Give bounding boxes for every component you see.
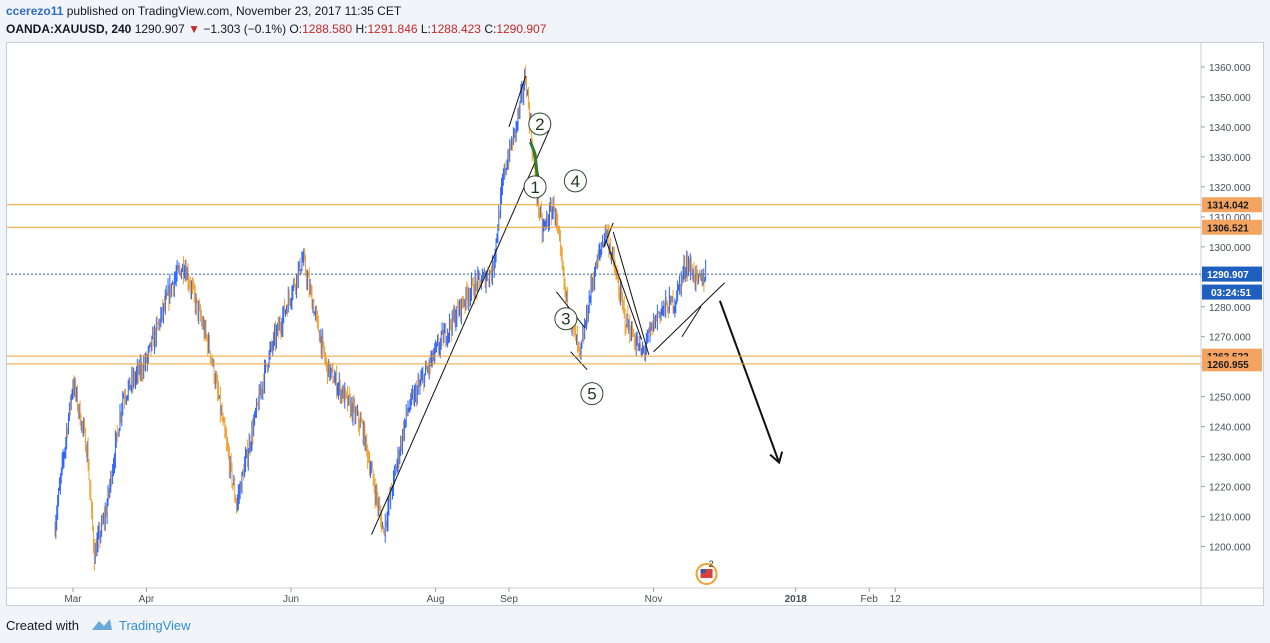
projection-arrow-head [769, 451, 784, 465]
level-tag-box [1202, 219, 1262, 235]
x-tick-label: 12 [890, 594, 902, 605]
price-change: −1.303 (−0.1%) [203, 22, 287, 36]
high-value: 1291.846 [367, 22, 418, 36]
y-tick-label: 1310.000 [1209, 213, 1251, 224]
trend-line [681, 306, 702, 337]
level-tag-text: 1306.521 [1207, 223, 1249, 234]
author-link[interactable]: ccerezo11 [6, 4, 64, 18]
wave-label: 3 [554, 307, 578, 331]
y-tick-label: 1360.000 [1209, 63, 1251, 74]
footer: Created with TradingView [6, 617, 191, 634]
trend-line [371, 129, 550, 535]
x-tick-label: Mar [64, 594, 82, 605]
x-tick-label: Feb [861, 594, 879, 605]
open-label: O: [289, 22, 303, 36]
x-tick-label: Sep [500, 594, 518, 605]
wave-label-text: 3 [561, 310, 570, 329]
trend-line [605, 240, 643, 340]
low-label: L: [420, 22, 431, 36]
event-badge-count: 2 [709, 559, 714, 569]
x-tick-label: 2018 [785, 594, 808, 605]
publish-info: ccerezo11 published on TradingView.com, … [6, 4, 401, 18]
y-tick-label: 1340.000 [1209, 123, 1251, 134]
y-tick-label: 1300.000 [1209, 243, 1251, 254]
x-tick-label: Nov [645, 594, 663, 605]
wave-label-circle [563, 169, 587, 193]
y-tick-label: 1210.000 [1209, 513, 1251, 524]
wave-label: 5 [580, 382, 604, 406]
event-badge-flag [700, 569, 713, 578]
high-label: H: [355, 22, 368, 36]
wave-label-text: 4 [571, 172, 580, 191]
x-tick-label: Apr [139, 594, 155, 605]
wave-label-circle [554, 307, 578, 331]
countdown-text: 03:24:51 [1211, 288, 1251, 299]
y-tick-label: 1200.000 [1209, 543, 1251, 554]
y-tick-label: 1240.000 [1209, 423, 1251, 434]
close-value: 1290.907 [496, 22, 547, 36]
wave-label-text: 1 [530, 178, 539, 197]
wave-label-circle [580, 382, 604, 406]
level-price-tag: 1314.042 [1202, 197, 1262, 213]
trend-line [570, 351, 588, 371]
x-tick-label: Aug [427, 594, 445, 605]
event-badge-flag-canton [700, 569, 706, 573]
trend-line [653, 282, 725, 353]
published-text: published on TradingView.com, November 2… [66, 4, 402, 18]
level-tag-text: 1260.955 [1207, 360, 1249, 371]
tradingview-cloud-icon [89, 617, 113, 634]
countdown-box [1202, 284, 1262, 300]
trend-line [508, 75, 527, 128]
last-price: 1290.907 [134, 22, 185, 36]
low-value: 1288.423 [430, 22, 481, 36]
level-tag-text: 1290.907 [1207, 270, 1249, 281]
symbol-name: OANDA:XAUUSD, 240 [6, 22, 132, 36]
open-value: 1288.580 [302, 22, 353, 36]
level-tag-text: 1314.042 [1207, 201, 1249, 212]
price-chart[interactable]: 1200.000 1210.000 1220.000 1230.000 1240.000… [7, 43, 1263, 605]
wave-label: 4 [563, 169, 587, 193]
tradingview-brand-link[interactable]: TradingView [118, 618, 191, 633]
down-arrow-icon: ▼ [188, 22, 200, 36]
level-tag-box [1202, 197, 1262, 213]
wave-label-circle [528, 112, 552, 136]
current-price-tag: 1290.907 03:24:51 [1202, 266, 1262, 300]
y-tick-label: 1270.000 [1209, 333, 1251, 344]
y-tick-label: 1320.000 [1209, 183, 1251, 194]
y-tick-label: 1280.000 [1209, 303, 1251, 314]
wave-label-text: 5 [587, 385, 596, 404]
level-price-tag: 1306.521 [1202, 219, 1262, 235]
y-tick-label: 1220.000 [1209, 483, 1251, 494]
candles-group [54, 65, 707, 571]
level-tag-box [1202, 356, 1262, 372]
y-tick-label: 1250.000 [1209, 393, 1251, 404]
wave-label-text: 2 [535, 115, 544, 134]
wave-label-circle [523, 175, 547, 199]
close-label: C: [484, 22, 497, 36]
us-flag-event-icon: 2 [695, 559, 718, 585]
wave-label: 1 [523, 175, 547, 199]
y-tick-label: 1230.000 [1209, 453, 1251, 464]
chart-panel[interactable]: 1200.000 1210.000 1220.000 1230.000 1240.000… [6, 42, 1264, 606]
y-tick-label: 1350.000 [1209, 93, 1251, 104]
symbol-info: OANDA:XAUUSD, 240 1290.907 ▼ −1.303 (−0.… [6, 22, 546, 36]
level-tag-box [1202, 266, 1262, 282]
y-tick-label: 1330.000 [1209, 153, 1251, 164]
x-tick-label: Jun [283, 594, 299, 605]
trend-line [612, 231, 650, 355]
level-price-tag: 1260.955 [1202, 356, 1262, 372]
wave-label: 2 [528, 112, 552, 136]
projection-arrow-line [718, 300, 781, 463]
created-with-text: Created with [6, 618, 79, 633]
